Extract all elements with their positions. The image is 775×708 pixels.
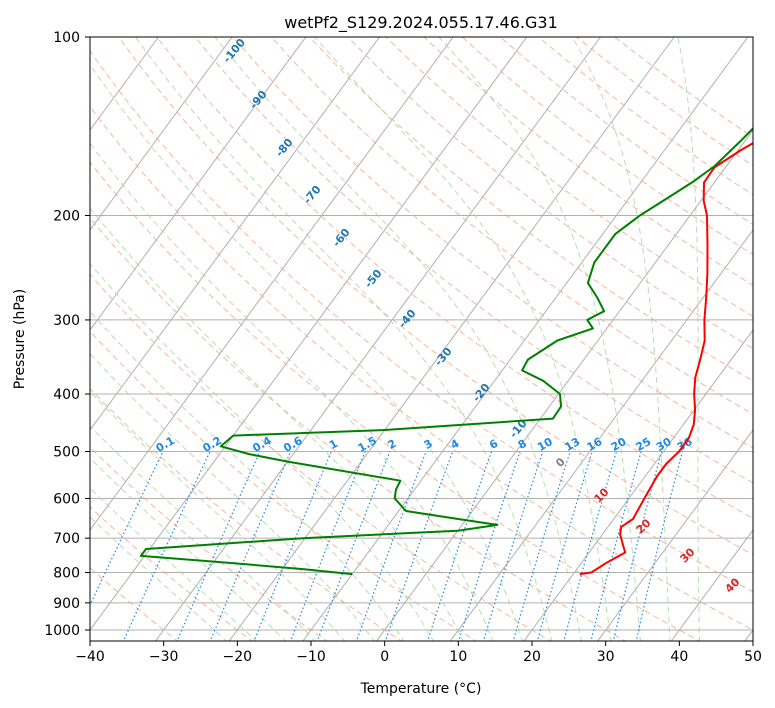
y-tick-label: 600 bbox=[53, 491, 80, 507]
dry-adiabat-line bbox=[90, 388, 403, 641]
y-axis-label: Pressure (hPa) bbox=[12, 289, 28, 389]
moist-adiabat-line bbox=[90, 390, 346, 641]
y-tick-label: 700 bbox=[53, 531, 80, 547]
chart-title: wetPf2_S129.2024.055.17.46.G31 bbox=[284, 13, 558, 33]
mixing-ratio-line bbox=[512, 451, 571, 641]
mixing-ratio-line bbox=[563, 451, 618, 641]
mixing-ratio-line bbox=[635, 451, 683, 641]
x-tick-label: 20 bbox=[523, 649, 541, 665]
isotherm-line bbox=[90, 37, 380, 431]
isotherm-line bbox=[90, 37, 307, 331]
x-axis-label: Temperature (°C) bbox=[360, 681, 482, 697]
moist-adiabat-line bbox=[90, 142, 494, 641]
moist-adiabat-line bbox=[90, 63, 523, 641]
dry-adiabat-line bbox=[90, 217, 626, 641]
x-tick-label: −10 bbox=[296, 649, 326, 665]
plot-frame bbox=[89, 36, 754, 642]
dewpoint-profile-line bbox=[139, 127, 753, 576]
moist-adiabat-line bbox=[314, 37, 612, 641]
y-tick-label: 900 bbox=[53, 596, 80, 612]
isotherm-line bbox=[375, 129, 753, 641]
isotherm-line bbox=[449, 229, 753, 641]
isotherm-line bbox=[90, 37, 233, 231]
moist-adiabat-line bbox=[90, 425, 316, 641]
moist-adiabat-line bbox=[135, 37, 553, 641]
dry-adiabat-line bbox=[90, 273, 552, 641]
moist-adiabat-line bbox=[90, 457, 287, 641]
moist-adiabat-line bbox=[214, 37, 582, 641]
y-tick-label: 1000 bbox=[44, 623, 80, 639]
mixing-ratio-line bbox=[384, 451, 454, 641]
mixing-ratio-line bbox=[253, 451, 332, 641]
dry-adiabat-line bbox=[90, 105, 753, 631]
mixing-ratio-line bbox=[536, 451, 593, 641]
isotherm-line bbox=[90, 37, 528, 631]
isotherm-line bbox=[596, 429, 753, 641]
isotherm-line bbox=[228, 37, 675, 641]
x-tick-label: 0 bbox=[380, 649, 389, 665]
isotherm-line bbox=[154, 37, 601, 641]
x-tick-label: 50 bbox=[744, 649, 762, 665]
plot-background bbox=[90, 37, 753, 641]
dry-adiabat-line bbox=[156, 37, 753, 519]
y-tick-label: 300 bbox=[53, 313, 80, 329]
mixing-ratio-line bbox=[289, 451, 366, 641]
mixing-ratio-line bbox=[458, 451, 521, 641]
y-tick-label: 400 bbox=[53, 387, 80, 403]
mixing-ratio-line bbox=[427, 451, 493, 641]
isotherm-line bbox=[670, 529, 753, 641]
x-tick-label: 40 bbox=[670, 649, 688, 665]
moist-adiabat-line bbox=[90, 352, 375, 641]
x-tick-label: −30 bbox=[149, 649, 179, 665]
moist-adiabat-line bbox=[677, 37, 700, 641]
isotherm-line bbox=[302, 37, 749, 641]
y-tick-label: 500 bbox=[53, 444, 80, 460]
mixing-ratio-line bbox=[590, 451, 642, 641]
moist-adiabat-line bbox=[571, 37, 671, 641]
moist-adiabat-line bbox=[90, 310, 405, 641]
dry-adiabat-line bbox=[90, 49, 753, 593]
isotherm-line bbox=[523, 329, 753, 641]
y-tick-label: 200 bbox=[53, 209, 80, 225]
mixing-ratio-line bbox=[176, 451, 261, 641]
dry-adiabat-line bbox=[118, 37, 753, 556]
dry-adiabat-line bbox=[270, 37, 753, 415]
mixing-ratio-line bbox=[482, 451, 544, 641]
isotherm-line bbox=[0, 37, 11, 643]
mixing-ratio-line bbox=[355, 451, 427, 641]
mixing-ratio-line bbox=[316, 451, 391, 641]
moist-adiabat-line bbox=[90, 262, 435, 641]
dry-adiabat-line bbox=[90, 161, 701, 641]
x-tick-label: 30 bbox=[597, 649, 615, 665]
isotherm-line bbox=[90, 37, 454, 531]
x-tick-label: −20 bbox=[223, 649, 253, 665]
y-tick-label: 800 bbox=[53, 566, 80, 582]
dry-adiabat-line bbox=[309, 37, 753, 382]
x-tick-label: −40 bbox=[75, 649, 105, 665]
x-tick-label: 10 bbox=[449, 649, 467, 665]
y-tick-label: 100 bbox=[53, 30, 80, 46]
mixing-ratio-line bbox=[612, 451, 663, 641]
dry-adiabat-line bbox=[347, 37, 753, 350]
temperature-profile-line bbox=[579, 142, 753, 576]
